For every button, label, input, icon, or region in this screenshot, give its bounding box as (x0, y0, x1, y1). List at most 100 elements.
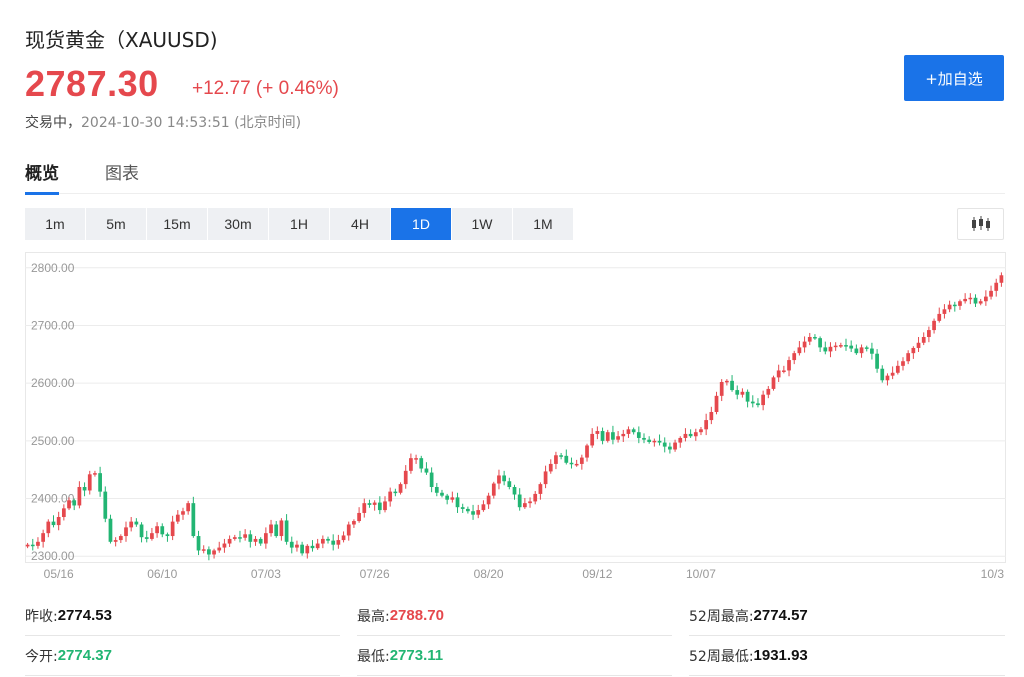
candle-body (207, 549, 211, 555)
period-5m[interactable]: 5m (86, 208, 146, 240)
candle-body (440, 492, 444, 496)
stat-label: 今开: (25, 648, 58, 665)
candle (958, 299, 962, 310)
candle-body (165, 534, 170, 537)
candle-body (507, 481, 512, 487)
candle (704, 413, 709, 436)
candle-body (916, 342, 921, 348)
candle (331, 534, 336, 551)
candle (844, 338, 848, 351)
candle (248, 530, 253, 548)
candle (264, 527, 268, 549)
current-price: 2787.30 (25, 63, 159, 104)
candle (657, 434, 662, 446)
candle-body (67, 500, 71, 509)
candle-body (419, 458, 424, 469)
candle (367, 499, 372, 508)
chart-type-button[interactable] (957, 208, 1004, 240)
candle (719, 379, 724, 402)
x-tick-label: 09/12 (582, 567, 612, 581)
candle-body (642, 437, 646, 440)
price-chart[interactable]: 2800.00 2700.00 2600.00 2500.00 2400.00 2300.… (25, 252, 1006, 582)
candle-body (647, 439, 652, 442)
tab-overview[interactable]: 概览 (25, 159, 59, 195)
candle-body (253, 538, 258, 542)
candle-body (264, 533, 268, 544)
candle (372, 500, 377, 511)
candle (113, 537, 118, 547)
tab-chart[interactable]: 图表 (105, 164, 139, 184)
candle (833, 342, 838, 351)
candle-body (77, 487, 82, 506)
add-to-watchlist-button[interactable]: +加自选 (904, 55, 1004, 101)
candle-body (600, 431, 605, 441)
candle-body (238, 537, 242, 539)
y-tick-label: 2800.00 (31, 261, 75, 275)
candle-body (232, 537, 237, 539)
candle (693, 428, 698, 441)
period-1w[interactable]: 1W (452, 208, 512, 240)
candle (802, 336, 807, 353)
period-15m[interactable]: 15m (147, 208, 207, 240)
candle (388, 487, 393, 507)
candle-body (745, 391, 750, 402)
candle-body (636, 432, 641, 438)
candle (455, 492, 460, 513)
candle (673, 439, 677, 452)
period-1mo[interactable]: 1M (513, 208, 573, 240)
period-1d[interactable]: 1D (391, 208, 451, 240)
candle-body (186, 503, 191, 512)
period-1m[interactable]: 1m (25, 208, 85, 240)
candle (818, 336, 822, 352)
candle-body (87, 474, 92, 491)
candle (761, 390, 765, 411)
candle-body (450, 497, 455, 500)
candle (429, 467, 434, 493)
stat-high: 最高: 2788.70 (357, 596, 672, 636)
chart-frame (25, 252, 1006, 563)
candle-body (486, 495, 491, 505)
candle (668, 442, 672, 454)
period-1h[interactable]: 1H (269, 208, 329, 240)
candle-body (911, 347, 916, 354)
candle (289, 536, 294, 554)
candle-body (471, 511, 475, 515)
candle (709, 406, 714, 425)
candle-body (398, 484, 403, 493)
period-4h[interactable]: 4H (330, 208, 390, 240)
candle-body (611, 432, 615, 440)
candle (300, 541, 304, 556)
candle-body (56, 517, 61, 526)
candle-body (72, 500, 77, 506)
candle-body (585, 445, 589, 458)
candle (885, 373, 890, 386)
candle-body (30, 544, 35, 547)
candle-body (377, 502, 382, 511)
y-tick-label: 2300.00 (31, 549, 75, 563)
candle (217, 541, 222, 553)
candle-body (973, 297, 978, 304)
candle-body (766, 388, 771, 395)
candle-body (445, 495, 450, 500)
candle-body (533, 493, 538, 502)
candle (502, 470, 507, 486)
candle (93, 470, 97, 477)
candle (253, 536, 258, 546)
candle-body (326, 538, 330, 541)
candle-body (942, 309, 947, 314)
candle-body (481, 504, 486, 511)
candle-body (906, 353, 911, 362)
candle-body (139, 524, 144, 538)
candle (419, 455, 424, 473)
candle-body (248, 534, 253, 542)
candle-body (528, 501, 532, 504)
stat-label: 52周最高: (689, 608, 754, 625)
candle (450, 491, 455, 503)
candle (434, 482, 439, 497)
candle-body (709, 412, 714, 421)
y-tick-label: 2700.00 (31, 318, 75, 332)
candle (460, 503, 465, 513)
period-30m[interactable]: 30m (208, 208, 268, 240)
candle (870, 342, 874, 360)
tab-bar: 概览 图表 (25, 150, 1005, 195)
